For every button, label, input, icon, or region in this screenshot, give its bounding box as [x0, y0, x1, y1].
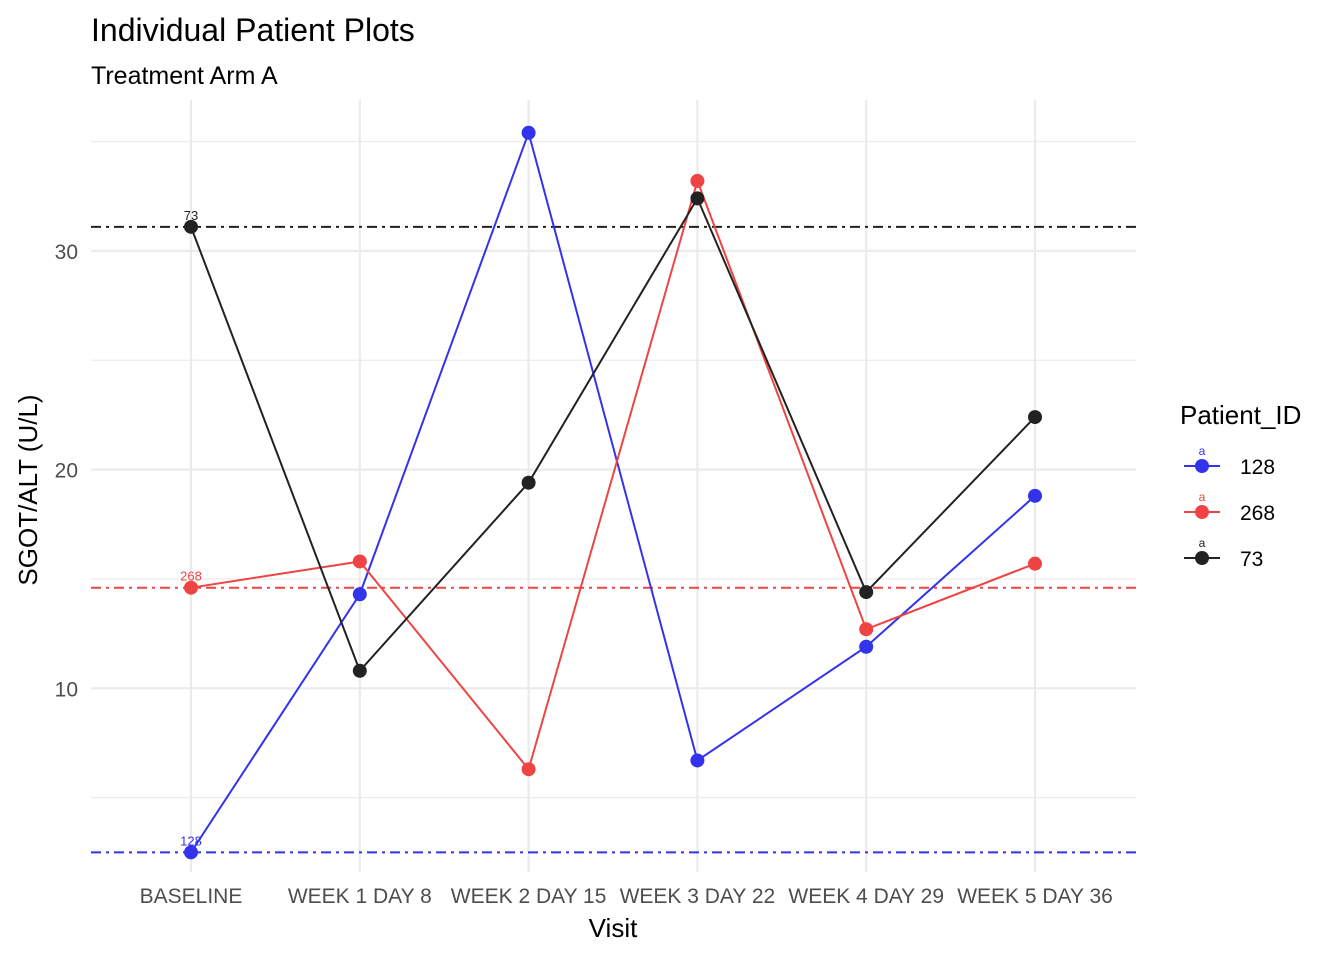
data-point	[1028, 488, 1042, 503]
series-line-128	[190, 129, 1036, 853]
y-tick-label: 20	[55, 460, 78, 483]
data-point	[521, 125, 536, 140]
data-point	[690, 753, 705, 768]
baseline-label: 73	[184, 208, 198, 223]
x-tick-label: WEEK 2 DAY 15	[451, 885, 607, 908]
baseline-labels: 128 268 73	[180, 208, 202, 848]
grid-major-lines	[91, 100, 1136, 872]
legend-key-point	[1195, 551, 1209, 565]
x-tick-label: BASELINE	[140, 885, 243, 908]
series-points	[184, 125, 1042, 860]
legend-label: 73	[1240, 548, 1263, 571]
legend-key-glyph: a	[1199, 536, 1206, 550]
x-tick-label: WEEK 1 DAY 8	[288, 885, 432, 908]
x-axis-label: Visit	[589, 913, 638, 943]
legend-title: Patient_ID	[1180, 400, 1301, 430]
data-point	[859, 585, 874, 600]
x-tick-label: WEEK 4 DAY 29	[788, 885, 944, 908]
data-point	[690, 173, 705, 188]
series-line-73	[190, 196, 1036, 673]
x-axis-tick-labels: BASELINE WEEK 1 DAY 8 WEEK 2 DAY 15 WEEK 3 …	[140, 885, 1113, 908]
legend-key-point	[1195, 505, 1209, 519]
legend-key-glyph: a	[1199, 490, 1206, 504]
baseline-reference-lines	[91, 225, 1136, 854]
chart-subtitle: Treatment Arm A	[91, 62, 278, 90]
data-point	[352, 554, 367, 569]
data-point	[859, 622, 874, 637]
series-lines	[190, 129, 1036, 853]
legend-item: a 268	[1184, 490, 1275, 525]
grid-minor-lines	[91, 140, 1136, 799]
legend-label: 268	[1240, 502, 1275, 525]
data-point	[184, 845, 198, 860]
legend-item: a 128	[1184, 444, 1275, 479]
baseline-label: 268	[180, 569, 202, 584]
legend-label: 128	[1240, 456, 1275, 479]
x-tick-label: WEEK 5 DAY 36	[957, 885, 1113, 908]
data-point	[521, 762, 536, 777]
legend: Patient_ID a 128 a 268 a 73	[1180, 400, 1301, 571]
y-tick-label: 10	[55, 678, 78, 701]
data-point	[352, 663, 367, 678]
baseline-label: 128	[180, 833, 202, 848]
data-point	[1028, 410, 1042, 425]
data-point	[521, 475, 536, 490]
data-point	[352, 587, 367, 602]
x-tick-label: WEEK 3 DAY 22	[620, 885, 776, 908]
data-point	[184, 580, 198, 595]
series-line-268	[190, 177, 1036, 772]
chart-title: Individual Patient Plots	[91, 12, 415, 48]
legend-key-point	[1195, 459, 1209, 473]
data-point	[690, 191, 705, 206]
y-axis-tick-labels: 10 20 30	[55, 241, 78, 701]
legend-key-glyph: a	[1199, 444, 1206, 458]
y-axis-label: SGOT/ALT (U/L)	[13, 394, 43, 585]
y-tick-label: 30	[55, 241, 78, 264]
data-point	[1028, 556, 1042, 571]
legend-item: a 73	[1184, 536, 1263, 571]
data-point	[859, 639, 874, 654]
data-point	[184, 219, 198, 234]
